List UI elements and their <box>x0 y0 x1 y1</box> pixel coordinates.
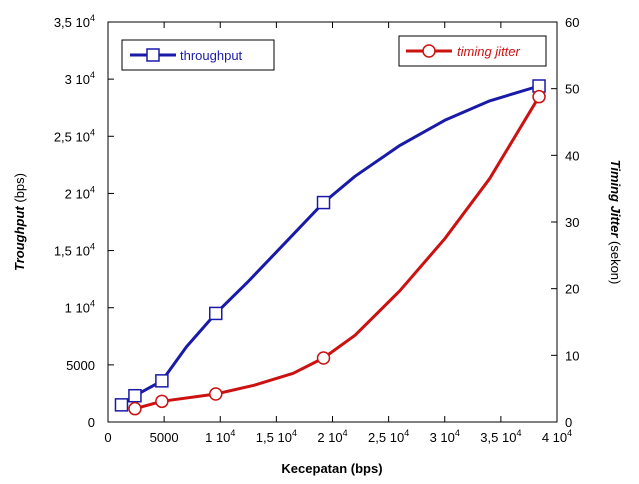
y-right-tick-label-20: 20 <box>565 282 579 297</box>
x-tick-label-0: 0 <box>104 430 111 445</box>
legend-throughput-marker <box>146 48 160 62</box>
data-point-throughput-4 <box>316 195 331 210</box>
x-tick-label-25000: 2,5 104 <box>368 428 409 445</box>
data-point-throughput-2 <box>155 374 169 388</box>
y-right-tick-label-40: 40 <box>565 148 579 163</box>
y-right-tick-label-60: 60 <box>565 15 579 30</box>
y-left-tick-label-5000: 5000 <box>66 358 95 373</box>
y-left-tick-label-35000: 3,5 104 <box>54 13 95 30</box>
y-left-tick-label-15000: 1,5 104 <box>54 242 95 259</box>
series-layer <box>114 79 546 416</box>
legend-throughput-label: throughput <box>180 48 243 63</box>
legend-throughput: throughput <box>121 39 275 71</box>
data-point-timing-jitter-1 <box>155 394 169 409</box>
y-axis-title-right: Timing Jitter (sekon) <box>608 160 623 285</box>
legend-timing-jitter-label: timing jitter <box>457 44 521 59</box>
x-tick-label-40000: 4 104 <box>542 428 572 445</box>
y-left-tick-label-0: 0 <box>88 415 95 430</box>
y-right-tick-label-10: 10 <box>565 348 579 363</box>
series-line-timing-jitter <box>133 95 541 411</box>
y-left-tick-label-20000: 2 104 <box>65 184 95 201</box>
x-tick-label-20000: 2 104 <box>317 428 347 445</box>
x-tick-label-30000: 3 104 <box>430 428 460 445</box>
ticks-layer: 0 5000 1 104 1,5 104 2 104 2,5 104 3 104 3,5 10… <box>54 13 580 445</box>
y-right-tick-label-0: 0 <box>565 415 572 430</box>
x-tick-label-15000: 1,5 104 <box>256 428 297 445</box>
y-right-tick-label-50: 50 <box>565 82 579 97</box>
y-axis-title-left: Troughput (bps) <box>12 173 27 271</box>
data-point-timing-jitter-4 <box>532 89 546 104</box>
x-tick-label-10000: 1 104 <box>205 428 235 445</box>
y-left-tick-label-10000: 1 104 <box>65 299 95 316</box>
data-point-throughput-0 <box>114 398 129 412</box>
data-point-throughput-3 <box>209 306 223 321</box>
y-right-tick-label-30: 30 <box>565 215 579 230</box>
x-axis-title: Kecepatan (bps) <box>281 461 382 476</box>
data-point-throughput-1 <box>128 388 142 403</box>
y-left-tick-label-25000: 2,5 104 <box>54 127 95 144</box>
x-tick-label-35000: 3,5 104 <box>480 428 521 445</box>
legend-timing-jitter-marker <box>422 44 436 58</box>
data-point-timing-jitter-0 <box>128 401 142 416</box>
data-point-timing-jitter-3 <box>316 351 331 365</box>
data-point-timing-jitter-2 <box>209 387 223 401</box>
x-tick-label-5000: 5000 <box>150 430 179 445</box>
y-left-tick-label-30000: 3 104 <box>65 70 95 87</box>
legend-timing-jitter: timing jitter <box>398 35 547 67</box>
series-line-throughput <box>120 84 541 407</box>
